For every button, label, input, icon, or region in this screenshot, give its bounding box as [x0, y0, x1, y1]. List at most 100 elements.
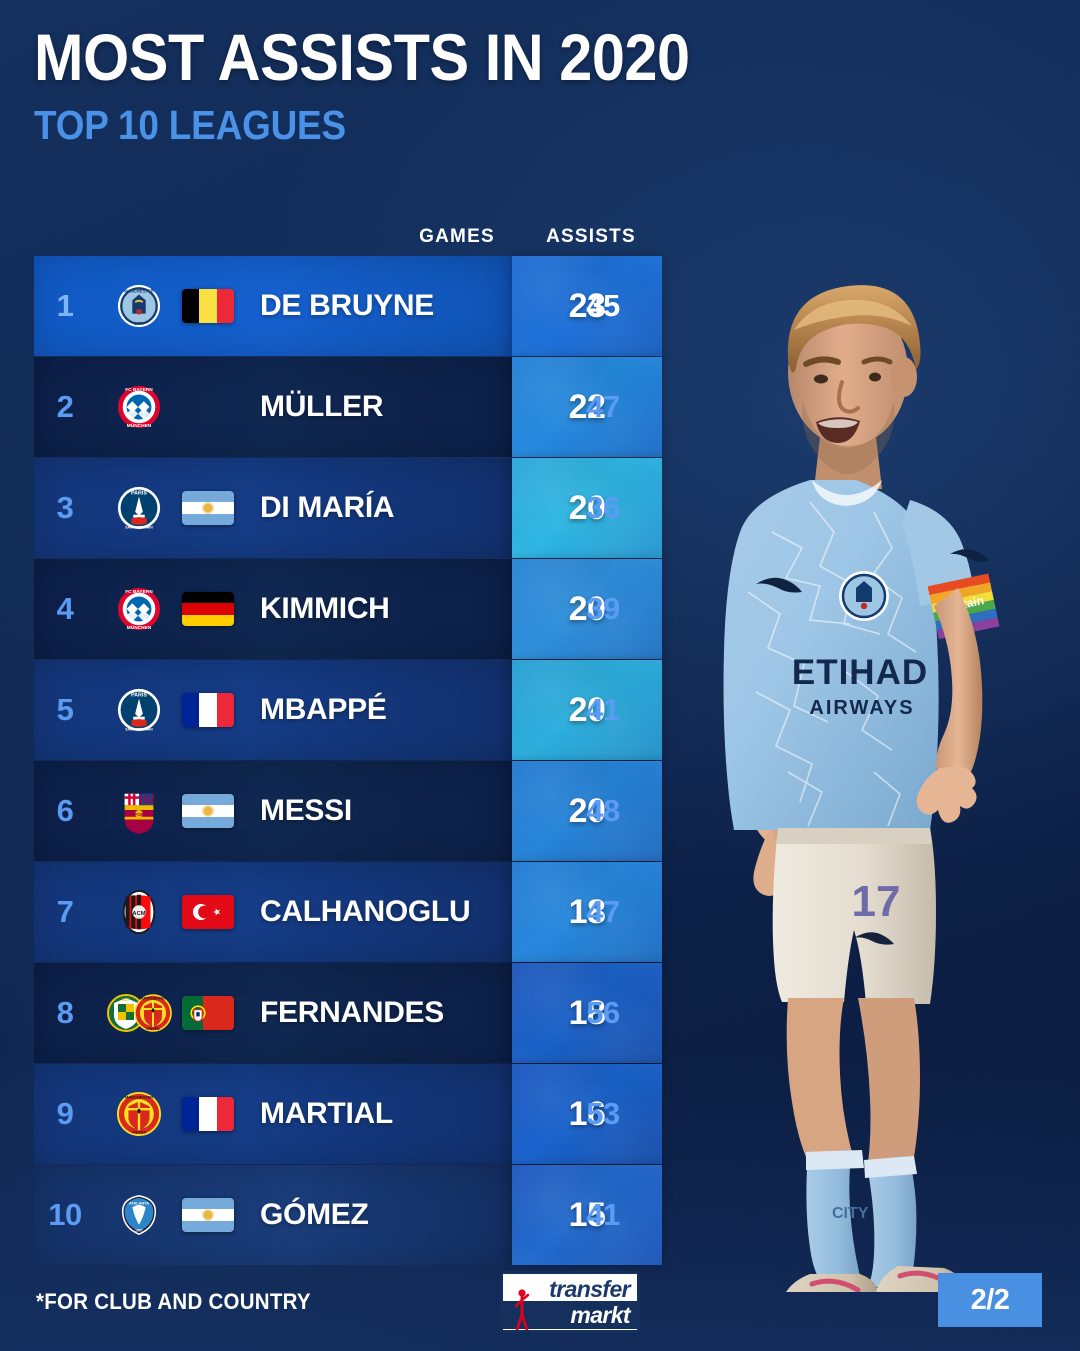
assists-value: 16 [568, 1094, 606, 1133]
player-name: KIMMICH [260, 592, 390, 625]
assists-cell: 20 [512, 761, 662, 861]
rank-number: 9 [56, 1096, 74, 1131]
table-row[interactable]: 4 FC BAYERN MÜNCHEN KIMMICH 39 20 [34, 559, 662, 659]
page-title: MOST ASSISTS IN 2020 [34, 20, 690, 94]
footer: *FOR CLUB AND COUNTRY transfer markt 2/2 [0, 1259, 1080, 1351]
assists-value: 18 [568, 892, 606, 931]
club-crest-manchester-city: MANCHESTER CITY [96, 283, 182, 329]
rank-number: 2 [56, 389, 74, 424]
country-flag-france [182, 693, 260, 727]
rank-number: 6 [56, 793, 74, 828]
table-row[interactable]: 10 ATALANTA 1907 GÓMEZ 41 15 [34, 1165, 662, 1265]
rank-number: 8 [56, 995, 74, 1030]
assists-value: 18 [568, 993, 606, 1032]
svg-text:1907: 1907 [135, 1228, 143, 1232]
player-name: DI MARÍA [260, 491, 395, 524]
games-value: 53 [586, 1096, 620, 1131]
games-value: 39 [586, 591, 620, 626]
player-name: MÜLLER [260, 390, 384, 423]
rank-number: 3 [56, 490, 74, 525]
table-row[interactable]: 6 FCB MESSI 48 20 [34, 761, 662, 861]
svg-text:CITY: CITY [134, 321, 144, 326]
svg-text:MANCHESTER: MANCHESTER [124, 289, 154, 294]
row-background [34, 559, 512, 659]
svg-text:MÜNCHEN: MÜNCHEN [127, 422, 152, 429]
assists-value: 20 [568, 488, 606, 527]
svg-text:SAINT-GERMAIN: SAINT-GERMAIN [125, 728, 153, 732]
transfermarkt-logo: transfer markt [500, 1271, 640, 1333]
player-name: CALHANOGLU [260, 895, 471, 928]
table-row[interactable]: 2 FC BAYERN MÜNCHEN MÜLLER 47 22 [34, 357, 662, 457]
country-flag-portugal [182, 996, 260, 1030]
svg-text:AIRWAYS: AIRWAYS [809, 697, 914, 719]
svg-text:PARIS: PARIS [131, 693, 147, 699]
assists-cell: 16 [512, 1064, 662, 1164]
club-crest-bayern-munich: FC BAYERN MÜNCHEN [96, 586, 182, 632]
footnote: *FOR CLUB AND COUNTRY [36, 1289, 311, 1314]
club-crest-paris-saint-germain: PARIS SAINT-GERMAIN [96, 687, 182, 733]
row-background [34, 1064, 512, 1164]
transfermarkt-figure-icon [514, 1289, 530, 1330]
club-crest-ac-milan: ACM [96, 889, 182, 935]
svg-text:FC BAYERN: FC BAYERN [125, 589, 153, 595]
country-flag-germany [182, 592, 260, 626]
table-row[interactable]: 3 PARIS SAINT-GERMAIN DI MARÍA 36 20 [34, 458, 662, 558]
table-row[interactable]: 9 MANCHESTER UNITED MARTIAL 53 16 [34, 1064, 662, 1164]
svg-text:17: 17 [852, 877, 901, 926]
svg-text:FC BAYERN: FC BAYERN [125, 387, 153, 393]
player-name: MESSI [260, 794, 352, 827]
country-flag-france [182, 1097, 260, 1131]
assists-value: 22 [568, 387, 606, 426]
assists-value: 20 [568, 589, 606, 628]
rank-number: 10 [48, 1197, 82, 1232]
table-row[interactable]: 5 PARIS SAINT-GERMAIN MBAPPÉ 41 20 [34, 660, 662, 760]
assists-cell: 23 [512, 256, 662, 356]
assists-cell: 20 [512, 458, 662, 558]
transfermarkt-logo-top: transfer [549, 1275, 630, 1302]
player-name: GÓMEZ [260, 1198, 369, 1231]
assists-cell: 18 [512, 862, 662, 962]
player-name: DE BRUYNE [260, 289, 434, 322]
games-value: 47 [586, 894, 620, 929]
row-background [34, 761, 512, 861]
country-flag-none [182, 390, 260, 424]
svg-text:SCP: SCP [121, 997, 130, 1002]
rank-number: 1 [56, 288, 74, 323]
club-crest-fc-barcelona: FCB [96, 788, 182, 834]
page-subtitle: TOP 10 LEAGUES [34, 102, 346, 149]
country-flag-belgium [182, 289, 260, 323]
club-crests-sporting-cp-manchester-united: SCP MANCHESTER UNITED [96, 993, 182, 1033]
svg-text:CITY: CITY [832, 1205, 869, 1222]
country-flag-argentina [182, 1198, 260, 1232]
table-row[interactable]: 8 SCP MANCHESTER UNITED FERNANDES 56 18 [34, 963, 662, 1063]
svg-text:PARIS: PARIS [131, 491, 147, 497]
country-flag-turkey [182, 895, 260, 929]
svg-text:UNITED: UNITED [132, 1130, 147, 1135]
country-flag-argentina [182, 794, 260, 828]
club-crest-manchester-united: MANCHESTER UNITED [96, 1091, 182, 1137]
table-row[interactable]: 1 MANCHESTER CITY DE BRUYNE 45 23 [34, 256, 662, 356]
svg-text:ACM: ACM [132, 911, 145, 917]
assists-cell: 20 [512, 559, 662, 659]
club-crest-paris-saint-germain: PARIS SAINT-GERMAIN [96, 485, 182, 531]
svg-text:ETIHAD: ETIHAD [792, 653, 928, 692]
club-crest-bayern-munich: FC BAYERN MÜNCHEN [96, 384, 182, 430]
games-value: 45 [586, 288, 620, 323]
club-crest-atalanta: ATALANTA 1907 [96, 1192, 182, 1238]
svg-text:FCB: FCB [135, 812, 144, 817]
assists-value: 20 [568, 690, 606, 729]
rank-number: 4 [56, 591, 74, 626]
assists-cell: 20 [512, 660, 662, 760]
games-value: 36 [586, 490, 620, 525]
svg-text:MANCHESTER: MANCHESTER [140, 997, 166, 1001]
svg-text:MANCHESTER: MANCHESTER [125, 1095, 153, 1100]
games-value: 48 [586, 793, 620, 828]
row-background [34, 1165, 512, 1265]
table-row[interactable]: 7 ACM CALHANOGLU 47 18 [34, 862, 662, 962]
ranking-table: 1 MANCHESTER CITY DE BRUYNE 45 23 2 FC BA… [34, 256, 662, 1266]
player-name: FERNANDES [260, 996, 444, 1029]
svg-text:SAINT-GERMAIN: SAINT-GERMAIN [125, 526, 153, 530]
assists-cell: 15 [512, 1165, 662, 1265]
row-background [34, 256, 512, 356]
row-background [34, 660, 512, 760]
